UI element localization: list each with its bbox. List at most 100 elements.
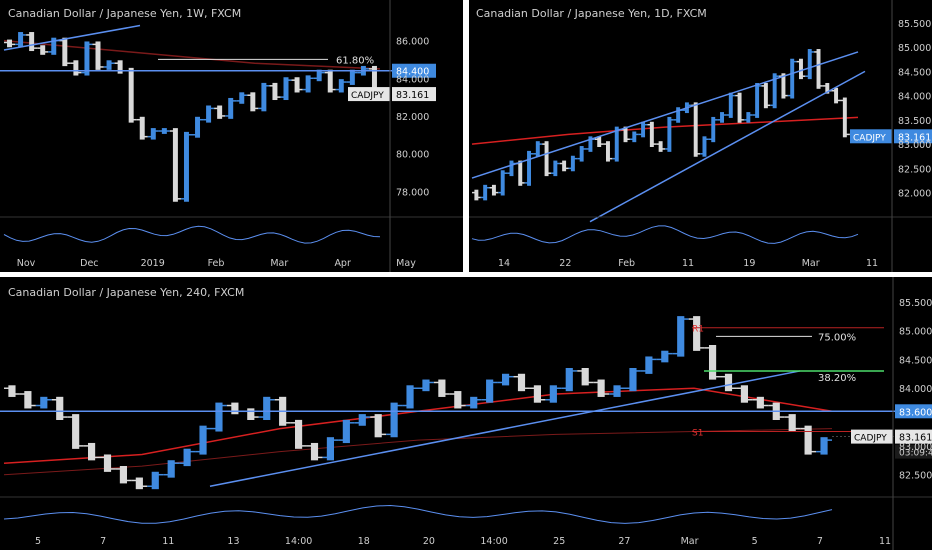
h4-price-tick[interactable]: 82.500 xyxy=(899,471,932,482)
h4-panel[interactable]: 83.600 75.00% 38.20% R1 S1 CADJPY 83.161 03:09:… xyxy=(0,277,932,550)
weekly-bar[interactable] xyxy=(136,116,148,140)
h4-price-axis[interactable]: 85.500 85.000 84.500 84.000 83.000 82.500 xyxy=(899,298,932,482)
daily-bar[interactable] xyxy=(629,131,639,143)
h4-bar[interactable] xyxy=(290,419,307,449)
weekly-bar[interactable] xyxy=(158,128,170,134)
daily-bar[interactable] xyxy=(735,92,744,123)
daily-bar[interactable] xyxy=(814,49,823,89)
daily-bar[interactable] xyxy=(568,155,578,172)
weekly-bar[interactable] xyxy=(147,128,159,140)
h4-bar[interactable] xyxy=(672,316,689,357)
h4-bar[interactable] xyxy=(370,414,387,438)
weekly-bar[interactable] xyxy=(269,82,281,101)
weekly-panel[interactable]: 84.400 61.80% CADJPY 83.161 Canadian Dollar… xyxy=(0,0,463,272)
weekly-bar[interactable] xyxy=(103,60,115,70)
weekly-time-tick[interactable]: Dec xyxy=(80,258,98,269)
h4-bar[interactable] xyxy=(258,396,275,420)
weekly-bar[interactable] xyxy=(15,32,27,48)
h4-time-tick[interactable]: 14:00 xyxy=(285,536,312,547)
h4-bar[interactable] xyxy=(322,437,339,461)
h4-bar[interactable] xyxy=(402,385,418,409)
h4-time-tick[interactable]: 13 xyxy=(227,536,239,547)
h4-bar[interactable] xyxy=(800,425,817,455)
daily-bar[interactable] xyxy=(700,136,709,157)
h4-bar[interactable] xyxy=(35,396,52,409)
daily-bar[interactable] xyxy=(831,87,841,104)
daily-bar[interactable] xyxy=(717,112,727,123)
daily-bar[interactable] xyxy=(647,121,657,148)
weekly-bar[interactable] xyxy=(92,41,104,70)
weekly-bar[interactable] xyxy=(180,131,192,202)
weekly-bar[interactable] xyxy=(291,77,303,93)
h4-plot[interactable]: 83.600 75.00% 38.20% R1 S1 CADJPY 83.161 03:09:… xyxy=(0,316,932,490)
daily-bar[interactable] xyxy=(594,136,604,148)
weekly-price-tick[interactable]: 82.000 xyxy=(396,112,429,123)
daily-time-tick[interactable]: 11 xyxy=(866,258,878,269)
weekly-bar[interactable] xyxy=(169,128,181,202)
weekly-price-tick[interactable]: 86.000 xyxy=(396,37,429,48)
daily-price-axis[interactable]: 85.500 85.000 84.500 84.000 83.500 83.000 82.5… xyxy=(898,19,931,200)
daily-bar[interactable] xyxy=(550,160,560,177)
h4-bar[interactable] xyxy=(67,414,84,449)
daily-bar[interactable] xyxy=(656,141,665,152)
h4-bar[interactable] xyxy=(625,368,641,392)
weekly-time-tick[interactable]: Mar xyxy=(270,258,288,269)
daily-bar[interactable] xyxy=(796,58,806,80)
weekly-time-tick[interactable]: May xyxy=(396,258,416,269)
daily-bar[interactable] xyxy=(743,112,753,123)
daily-bar[interactable] xyxy=(489,184,499,196)
weekly-time-tick[interactable]: Feb xyxy=(208,258,225,269)
h4-trendline[interactable] xyxy=(209,370,801,487)
h4-time-tick[interactable]: 20 xyxy=(423,536,435,547)
h4-bar[interactable] xyxy=(83,442,100,461)
h4-price-tick[interactable]: 84.000 xyxy=(899,384,932,395)
h4-price-tick[interactable]: 84.500 xyxy=(899,355,932,366)
h4-bar[interactable] xyxy=(593,379,610,397)
daily-bar[interactable] xyxy=(603,141,613,162)
daily-bar[interactable] xyxy=(638,121,648,138)
daily-bar[interactable] xyxy=(805,49,815,80)
h4-time-tick[interactable]: 7 xyxy=(817,536,823,547)
daily-bar[interactable] xyxy=(498,170,508,196)
daily-time-tick[interactable]: 14 xyxy=(498,258,510,269)
h4-price-tick[interactable]: 85.000 xyxy=(899,327,932,338)
h4-bar[interactable] xyxy=(497,373,514,386)
daily-channel-upper-trendline[interactable] xyxy=(471,51,859,179)
h4-time-tick[interactable]: 5 xyxy=(35,536,41,547)
h4-time-tick[interactable]: 18 xyxy=(358,536,370,547)
daily-bar[interactable] xyxy=(708,116,718,143)
daily-bar[interactable] xyxy=(533,141,543,157)
daily-price-tick[interactable]: 85.500 xyxy=(898,19,931,30)
h4-bar[interactable] xyxy=(784,414,801,432)
daily-time-axis[interactable]: 14 22 Feb 11 19 Mar 11 xyxy=(498,258,878,269)
weekly-bar[interactable] xyxy=(192,116,204,138)
h4-bar[interactable] xyxy=(179,448,196,467)
weekly-price-tick[interactable]: 78.000 xyxy=(396,187,429,198)
weekly-bar[interactable] xyxy=(225,97,237,119)
h4-bar[interactable] xyxy=(640,356,657,374)
h4-bar[interactable] xyxy=(577,368,594,386)
weekly-bar[interactable] xyxy=(258,82,270,112)
h4-bar[interactable] xyxy=(545,385,562,403)
daily-time-tick[interactable]: 11 xyxy=(682,258,694,269)
h4-bar[interactable] xyxy=(386,402,403,438)
h4-bar[interactable] xyxy=(529,385,546,403)
weekly-bar[interactable] xyxy=(324,69,336,93)
weekly-time-axis[interactable]: Nov Dec 2019 Feb Mar Apr May xyxy=(17,258,416,269)
weekly-bar[interactable] xyxy=(37,45,49,55)
h4-bar[interactable] xyxy=(433,379,450,397)
weekly-bar[interactable] xyxy=(4,39,16,48)
h4-bar[interactable] xyxy=(816,437,832,455)
daily-bar[interactable] xyxy=(559,160,569,172)
h4-bar[interactable] xyxy=(19,391,36,409)
daily-bar[interactable] xyxy=(577,146,587,162)
h4-price-tick[interactable]: 83.000 xyxy=(899,442,932,453)
weekly-bar[interactable] xyxy=(247,92,259,112)
weekly-bar[interactable] xyxy=(70,60,82,76)
h4-bar[interactable] xyxy=(513,373,530,392)
h4-bar[interactable] xyxy=(752,396,769,409)
daily-bar[interactable] xyxy=(542,141,551,177)
daily-bar[interactable] xyxy=(761,82,771,109)
daily-time-tick[interactable]: 22 xyxy=(559,258,571,269)
daily-bar[interactable] xyxy=(787,58,797,99)
